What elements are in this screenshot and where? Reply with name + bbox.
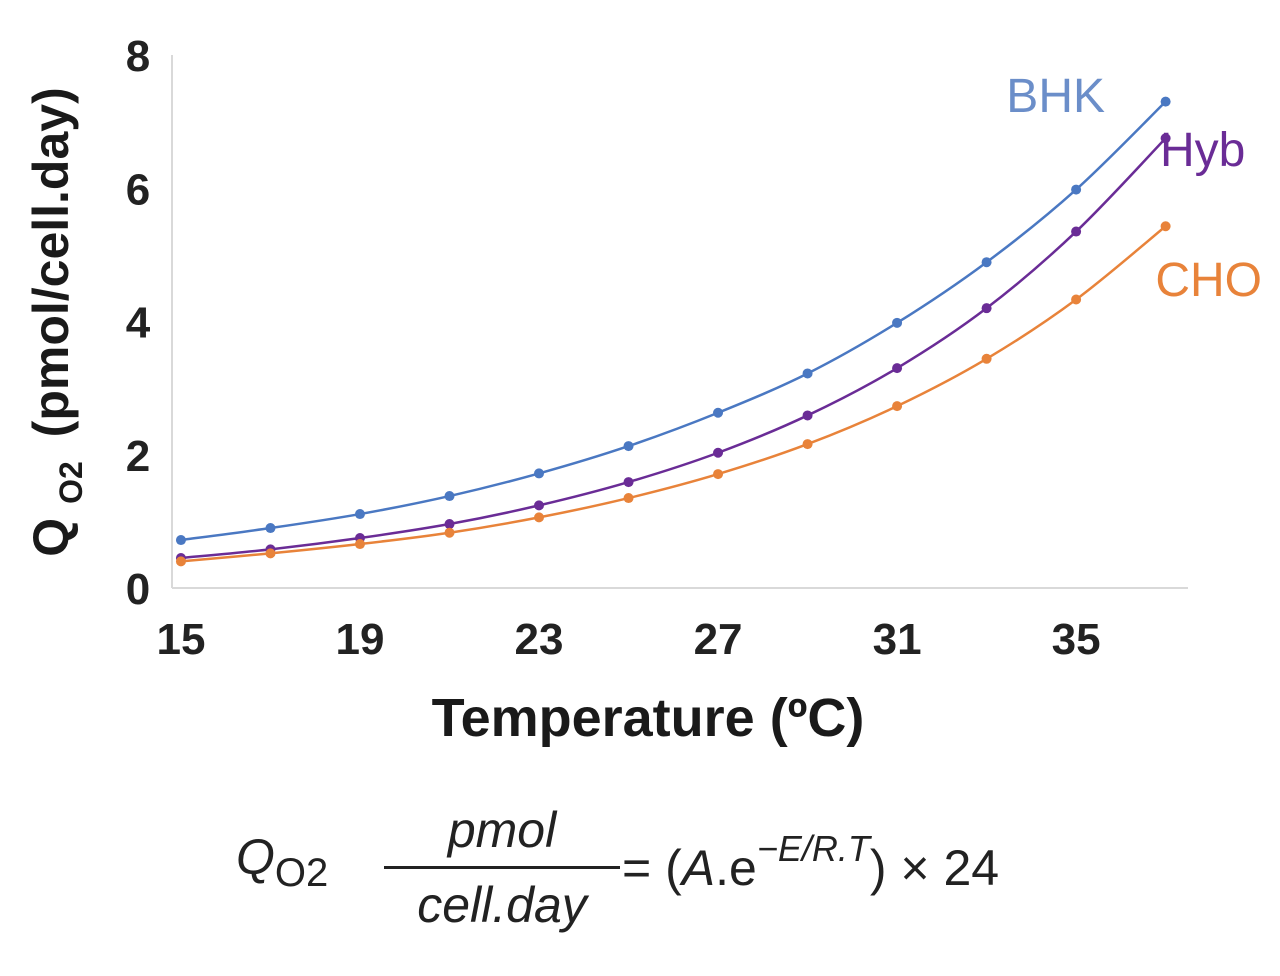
y-tick-label: 4: [126, 299, 151, 348]
data-point-bhk: [802, 368, 813, 379]
data-point-hyb: [534, 500, 545, 511]
data-point-bhk: [892, 317, 903, 328]
data-point-bhk: [1071, 184, 1082, 195]
data-point-bhk: [623, 441, 634, 452]
data-point-cho: [802, 439, 813, 450]
x-tick-label: 15: [156, 615, 205, 664]
data-point-hyb: [623, 477, 634, 488]
data-point-bhk: [175, 535, 186, 546]
qo2-formula: QO2 pmol cell.day = (A.e−E/R.T) × 24: [236, 800, 1136, 950]
x-tick-labels: 15 19 23 27 31 35: [156, 615, 1100, 664]
data-point-bhk: [444, 491, 455, 502]
series-line-cho: [180, 225, 1167, 563]
data-point-cho: [534, 512, 545, 523]
formula-fraction-bar: [384, 866, 620, 869]
data-point-bhk: [265, 523, 276, 534]
series-line-bhk: [180, 100, 1167, 542]
data-point-bhk: [981, 257, 992, 268]
y-axis-title: Q O2 (pmol/cell.day): [23, 87, 93, 556]
data-point-hyb: [713, 447, 724, 458]
data-point-cho: [444, 527, 455, 538]
data-point-cho: [892, 401, 903, 412]
data-point-bhk: [534, 468, 545, 479]
data-point-hyb: [802, 410, 813, 421]
data-point-bhk: [1160, 96, 1171, 107]
formula-fraction: pmol cell.day: [384, 800, 620, 935]
data-point-cho: [981, 353, 992, 364]
formula-exponent: −E/R.T: [756, 828, 870, 869]
data-point-hyb: [981, 303, 992, 314]
x-tick-label: 19: [336, 615, 385, 664]
formula-denominator: cell.day: [417, 877, 587, 933]
y-tick-label: 0: [126, 565, 150, 614]
y-axis-title-subscript: O2: [53, 461, 89, 504]
svg-text:Q O2 (pmol/cell.da: Q O2 (pmol/cell.day): [23, 87, 93, 556]
data-point-hyb: [444, 519, 455, 530]
y-axis-title-units: (pmol/cell.day): [23, 87, 79, 437]
series-line-hyb: [180, 137, 1167, 560]
line-chart: 0 2 4 6 8 15 19 23 27 31 35 BHK Hyb CHO Temperature…: [23, 32, 1262, 748]
data-point-cho: [623, 493, 634, 504]
x-tick-label: 31: [873, 615, 922, 664]
series-label-bhk: BHK: [1006, 70, 1105, 123]
series-label-cho: CHO: [1155, 254, 1262, 307]
y-tick-label: 2: [126, 432, 150, 481]
x-axis-title: Temperature (ºC): [432, 688, 865, 748]
formula-q: QO2: [236, 829, 329, 895]
series-labels: BHK Hyb CHO: [1006, 70, 1262, 307]
data-point-bhk: [354, 509, 365, 520]
x-tick-label: 23: [515, 615, 564, 664]
formula-numerator: pmol: [447, 802, 557, 858]
data-point-cho: [1071, 294, 1082, 305]
y-tick-label: 8: [126, 32, 150, 81]
data-point-hyb: [1160, 133, 1171, 144]
axes: [171, 55, 1188, 589]
data-point-hyb: [1071, 226, 1082, 237]
series-label-hyb: Hyb: [1160, 124, 1245, 177]
data-point-cho: [354, 539, 365, 550]
y-axis-title-q: Q: [23, 518, 79, 557]
data-point-cho: [1160, 221, 1171, 232]
formula-rhs: = (A.e−E/R.T) × 24: [622, 828, 1000, 896]
data-point-cho: [175, 556, 186, 567]
x-tick-label: 35: [1052, 615, 1101, 664]
x-tick-label: 27: [694, 615, 743, 664]
formula-q-subscript: O2: [274, 851, 329, 895]
series-layer: [175, 96, 1171, 567]
data-point-bhk: [713, 407, 724, 418]
data-point-hyb: [892, 363, 903, 374]
y-tick-labels: 0 2 4 6 8: [126, 32, 151, 614]
y-tick-label: 6: [126, 165, 150, 214]
data-point-cho: [713, 469, 724, 480]
data-point-cho: [265, 548, 276, 559]
